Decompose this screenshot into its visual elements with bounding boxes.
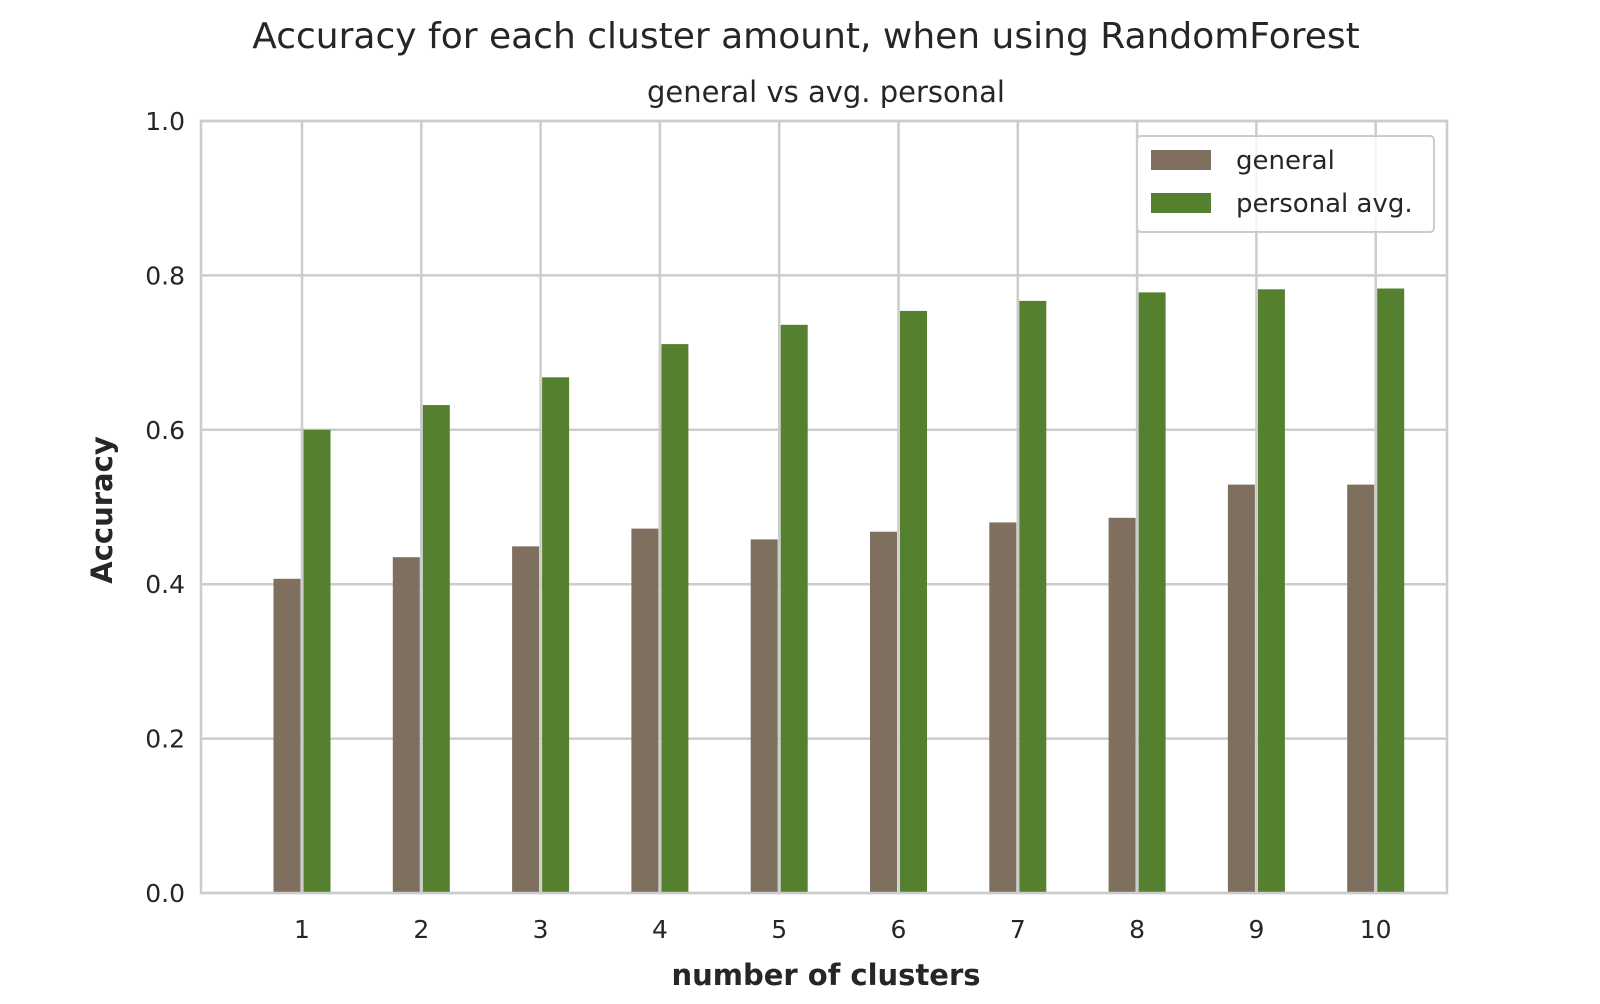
x-tick-label: 8 bbox=[1129, 915, 1145, 944]
y-tick-label: 0.6 bbox=[145, 416, 185, 445]
x-tick-label: 6 bbox=[891, 915, 907, 944]
y-tick-labels: 0.0 0.2 0.4 0.6 0.8 1.0 bbox=[145, 107, 185, 908]
legend-label-personal-avg: personal avg. bbox=[1236, 189, 1413, 219]
bar-general bbox=[1227, 484, 1255, 893]
bar-personal-avg bbox=[1257, 289, 1285, 893]
bar-general bbox=[273, 578, 301, 893]
bar-personal-avg bbox=[780, 324, 808, 894]
x-tick-labels: 1 2 3 4 5 6 7 8 9 10 bbox=[294, 915, 1392, 944]
y-tick-label: 0.0 bbox=[145, 879, 185, 908]
bar-personal-avg bbox=[1019, 300, 1047, 894]
bar-personal-avg bbox=[422, 405, 450, 893]
x-tick-label: 9 bbox=[1248, 915, 1264, 944]
legend-box bbox=[1136, 135, 1435, 233]
bar-general bbox=[870, 531, 897, 893]
y-axis-label: Accuracy bbox=[85, 436, 119, 584]
x-tick-label: 2 bbox=[413, 915, 429, 944]
bar-personal-avg bbox=[303, 429, 331, 893]
x-tick-label: 3 bbox=[533, 915, 549, 944]
bar-personal-avg bbox=[542, 377, 570, 894]
plot-frame bbox=[199, 119, 1449, 895]
legend: general personal avg. bbox=[1136, 135, 1435, 233]
chart-title: Accuracy for each cluster amount, when u… bbox=[252, 16, 1360, 57]
bar-general bbox=[1347, 484, 1375, 893]
x-tick-label: 5 bbox=[771, 915, 787, 944]
x-tick-label: 10 bbox=[1360, 915, 1392, 944]
bar-personal-avg bbox=[900, 310, 927, 893]
x-tick-label: 4 bbox=[652, 915, 668, 944]
legend-swatch-personal-avg bbox=[1151, 193, 1211, 213]
bar-personal-avg bbox=[661, 344, 689, 893]
x-axis-label: number of clusters bbox=[671, 958, 980, 992]
legend-label-general: general bbox=[1236, 146, 1335, 176]
bar-general bbox=[392, 557, 420, 893]
bar-general bbox=[989, 522, 1017, 893]
bar-general bbox=[1108, 517, 1136, 893]
bar-general bbox=[512, 546, 540, 893]
y-tick-label: 0.8 bbox=[145, 261, 185, 290]
y-tick-label: 0.4 bbox=[145, 570, 185, 599]
y-tick-label: 0.2 bbox=[145, 725, 185, 754]
x-tick-label: 7 bbox=[1010, 915, 1026, 944]
bar-general bbox=[750, 539, 778, 893]
bar-personal-avg bbox=[1377, 288, 1405, 893]
bar-personal-avg bbox=[1138, 292, 1166, 893]
bars-layer bbox=[273, 288, 1405, 894]
chart-subtitle: general vs avg. personal bbox=[647, 75, 1005, 109]
x-tick-label: 1 bbox=[294, 915, 310, 944]
bar-general bbox=[631, 528, 659, 893]
legend-swatch-general bbox=[1151, 150, 1211, 170]
y-tick-label: 1.0 bbox=[145, 107, 185, 136]
